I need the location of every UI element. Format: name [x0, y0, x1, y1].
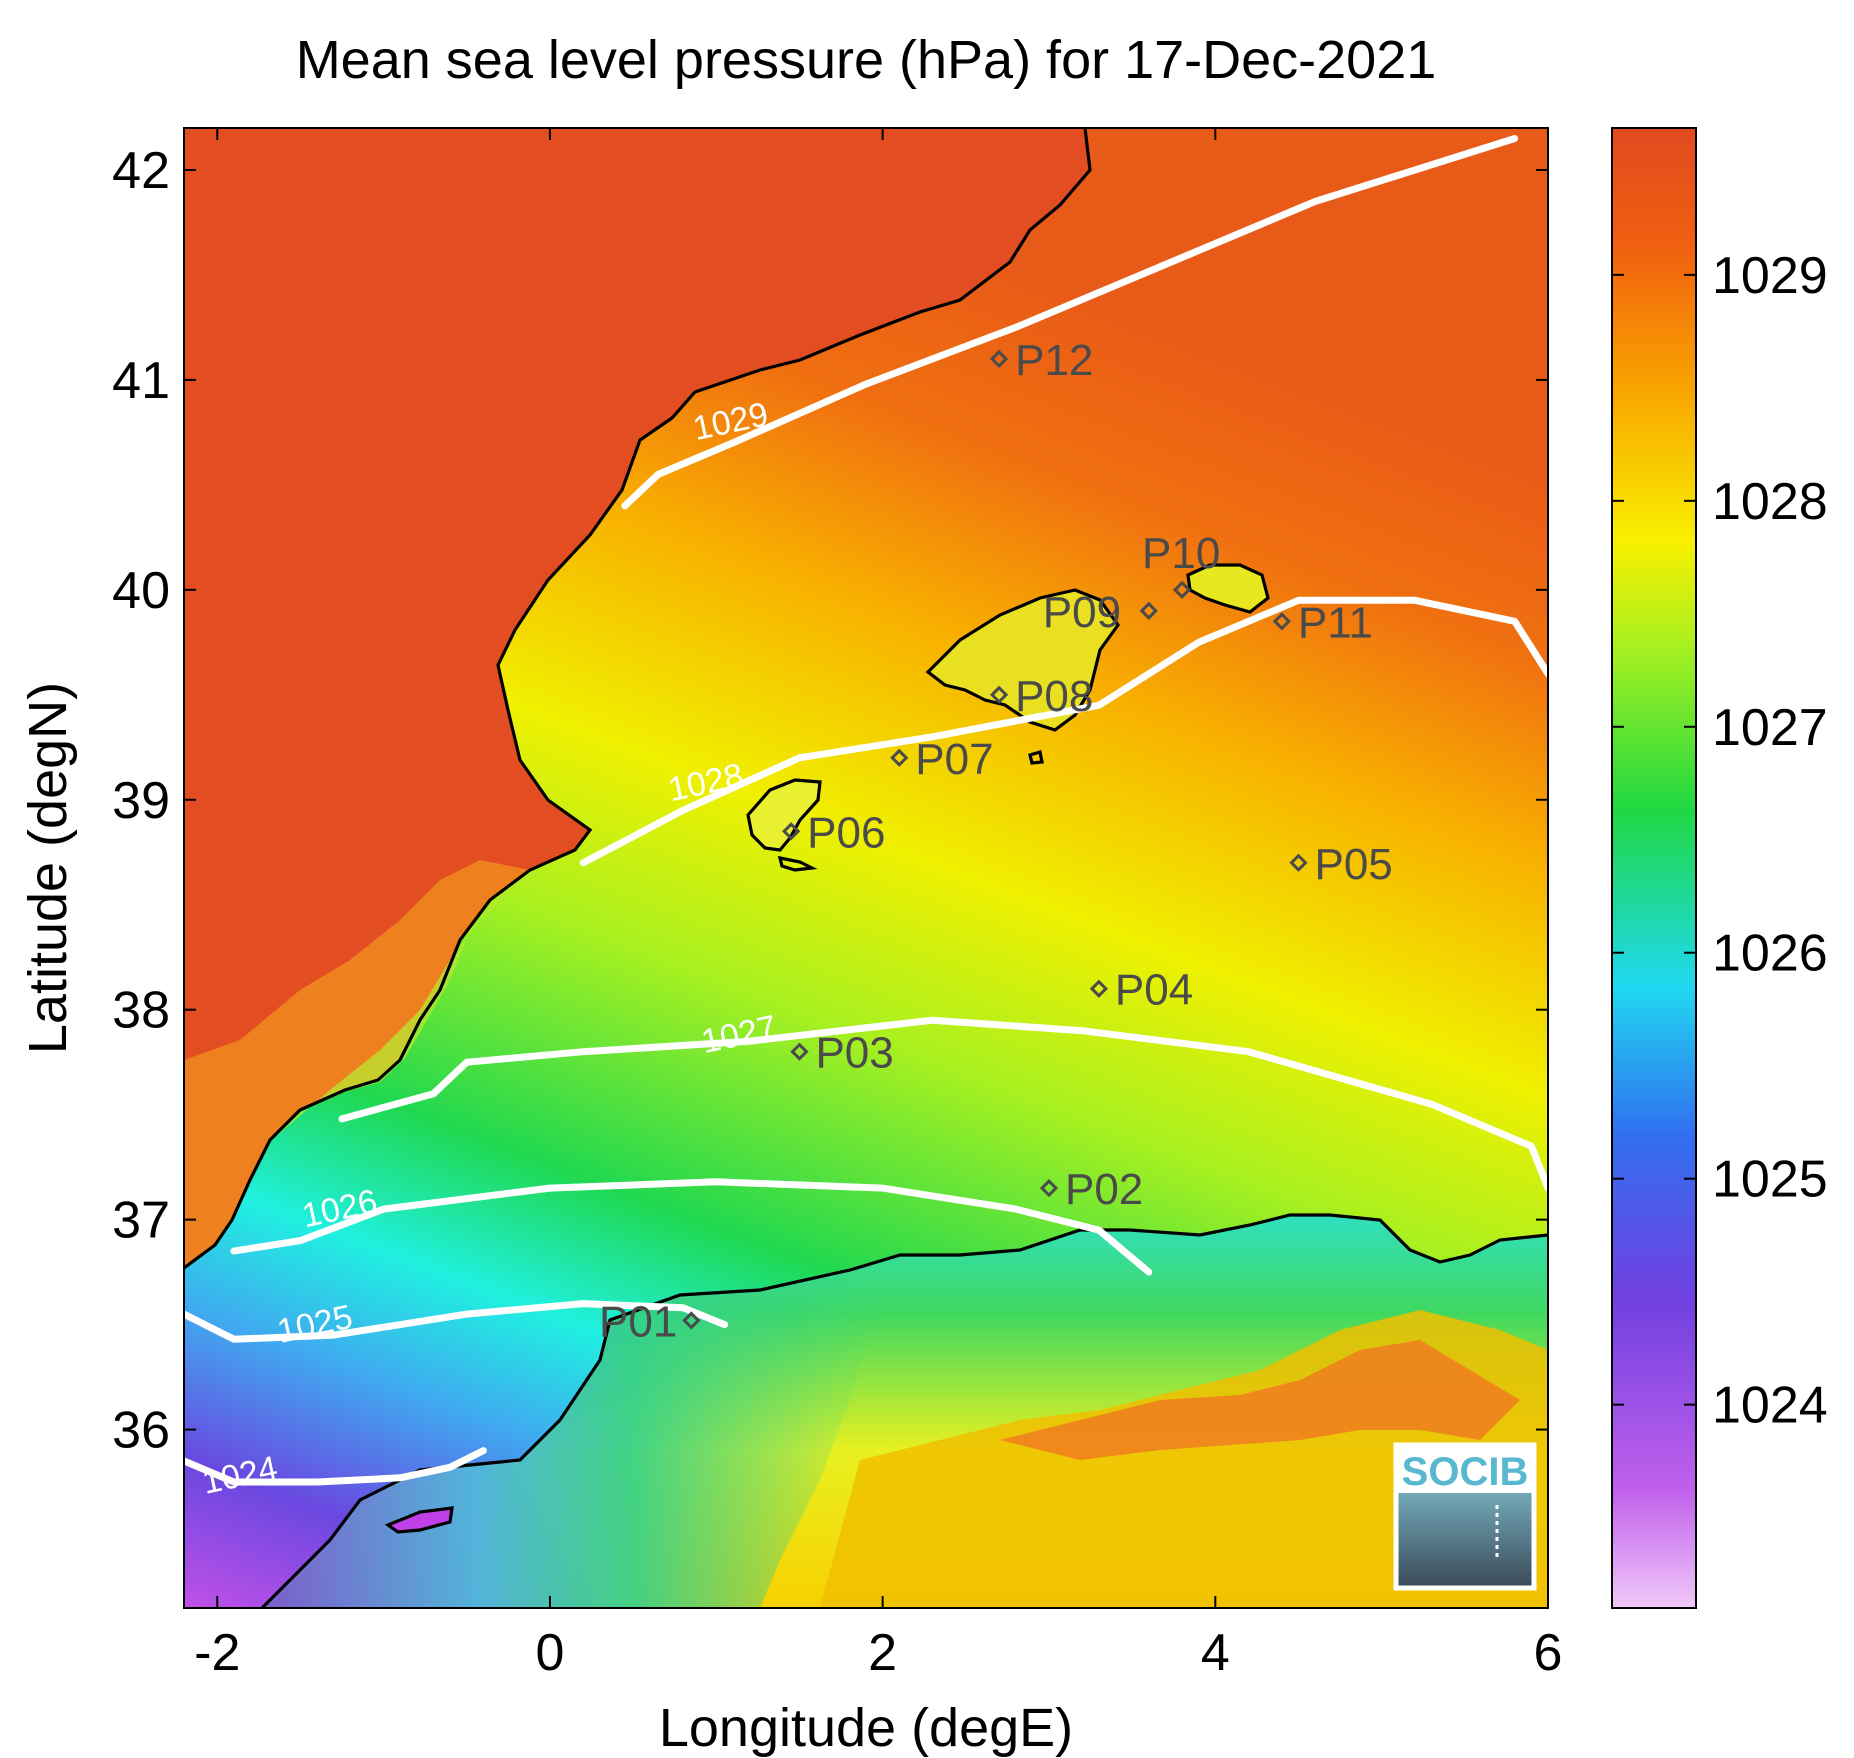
land-iberia-coastal-slope [184, 860, 530, 1268]
land-alboran [388, 1508, 452, 1532]
isobar-1024 [184, 1447, 487, 1486]
coastline-alboran [384, 1506, 454, 1534]
coastline-cabrera [1028, 749, 1044, 765]
land-ibiza [748, 780, 820, 850]
station-label-p12: P12 [1015, 336, 1093, 385]
land-africa-peaks [1000, 1340, 1520, 1460]
station-marker-p02 [1039, 1179, 1059, 1198]
x-tick-label: 4 [1201, 1624, 1230, 1682]
isobar-1027 [338, 1016, 1548, 1192]
socib-logo-text: SOCIB [1402, 1450, 1529, 1494]
station-marker-p10 [1172, 580, 1192, 599]
coastline-mallorca [925, 588, 1120, 732]
station-label-p09: P09 [1043, 588, 1121, 637]
station-label-p04: P04 [1115, 966, 1193, 1015]
isobar-1029 [621, 135, 1519, 510]
y-axis: 36 37 38 39 40 41 42 [112, 142, 1548, 1460]
station-label-p05: P05 [1314, 840, 1392, 889]
y-tick-label: 41 [112, 352, 170, 410]
station-marker-p08 [989, 685, 1009, 704]
colorbar-tick-label: 1025 [1712, 1151, 1828, 1209]
colorbar-tick-label: 1027 [1712, 699, 1828, 757]
coastlines [184, 128, 1548, 1608]
colorbar-tick-label: 1029 [1712, 247, 1828, 305]
x-axis-label: Longitude (degE) [659, 1698, 1073, 1758]
coastline-formentera [777, 855, 818, 872]
stations: P01 P02 P03 P04 P05 P06 P07 P08 P09 P10 P11 P12 [599, 336, 1393, 1346]
station-label-p02: P02 [1065, 1165, 1143, 1214]
y-tick-label: 40 [112, 562, 170, 620]
colorbar-tick-label: 1028 [1712, 473, 1828, 531]
coastline-menorca [1186, 563, 1270, 614]
station-marker-p01 [682, 1311, 701, 1330]
station-label-p06: P06 [807, 808, 885, 857]
station-label-p03: P03 [815, 1029, 893, 1078]
coastline-ibiza [746, 778, 822, 852]
coastline-africa [260, 1213, 1548, 1608]
x-tick-label: 2 [868, 1624, 897, 1682]
station-marker-p09 [1139, 601, 1158, 620]
station-label-p01: P01 [599, 1297, 677, 1346]
socib-logo-top [1398, 1447, 1532, 1493]
isobar-1028 [579, 596, 1548, 867]
y-tick-label: 42 [112, 142, 170, 200]
station-label-p07: P07 [915, 735, 993, 784]
socib-logo: SOCIB [1393, 1442, 1537, 1591]
isobar-1026 [230, 1178, 1153, 1276]
colorbar-tick-label: 1026 [1712, 925, 1828, 983]
station-label-p10: P10 [1142, 529, 1220, 578]
station-marker-p05 [1289, 853, 1308, 872]
x-tick-label: -2 [194, 1624, 240, 1682]
y-axis-label: Latitude (degN) [18, 682, 78, 1054]
x-tick-label: 0 [535, 1624, 564, 1682]
colorbar [1611, 127, 1697, 1609]
x-axis: -2 0 2 4 6 [194, 128, 1562, 1682]
station-marker-p04 [1089, 979, 1109, 998]
y-tick-label: 37 [112, 1192, 170, 1250]
plot-area [184, 128, 1548, 1608]
station-marker-p07 [890, 748, 909, 767]
chart-title: Mean sea level pressure (hPa) for 17-Dec… [296, 30, 1437, 90]
plot-frame [183, 127, 1549, 1609]
y-tick-label: 39 [112, 772, 170, 830]
station-marker-p06 [782, 822, 801, 841]
land-menorca [1188, 565, 1268, 612]
x-tick-label: 6 [1534, 1624, 1563, 1682]
coastline-iberia [184, 128, 1092, 1270]
station-marker-p11 [1272, 612, 1291, 631]
colorbar-ticks: 1024 1025 1026 1027 1028 1029 [1612, 247, 1828, 1435]
isobar-1025 [184, 1300, 729, 1343]
station-label-p11: P11 [1298, 598, 1373, 647]
colorbar-tick-label: 1024 [1712, 1377, 1828, 1435]
station-marker-p03 [790, 1042, 809, 1061]
y-tick-label: 36 [112, 1402, 170, 1460]
station-marker-p12 [989, 349, 1009, 369]
station-label-p08: P08 [1015, 672, 1093, 721]
y-tick-label: 38 [112, 982, 170, 1040]
